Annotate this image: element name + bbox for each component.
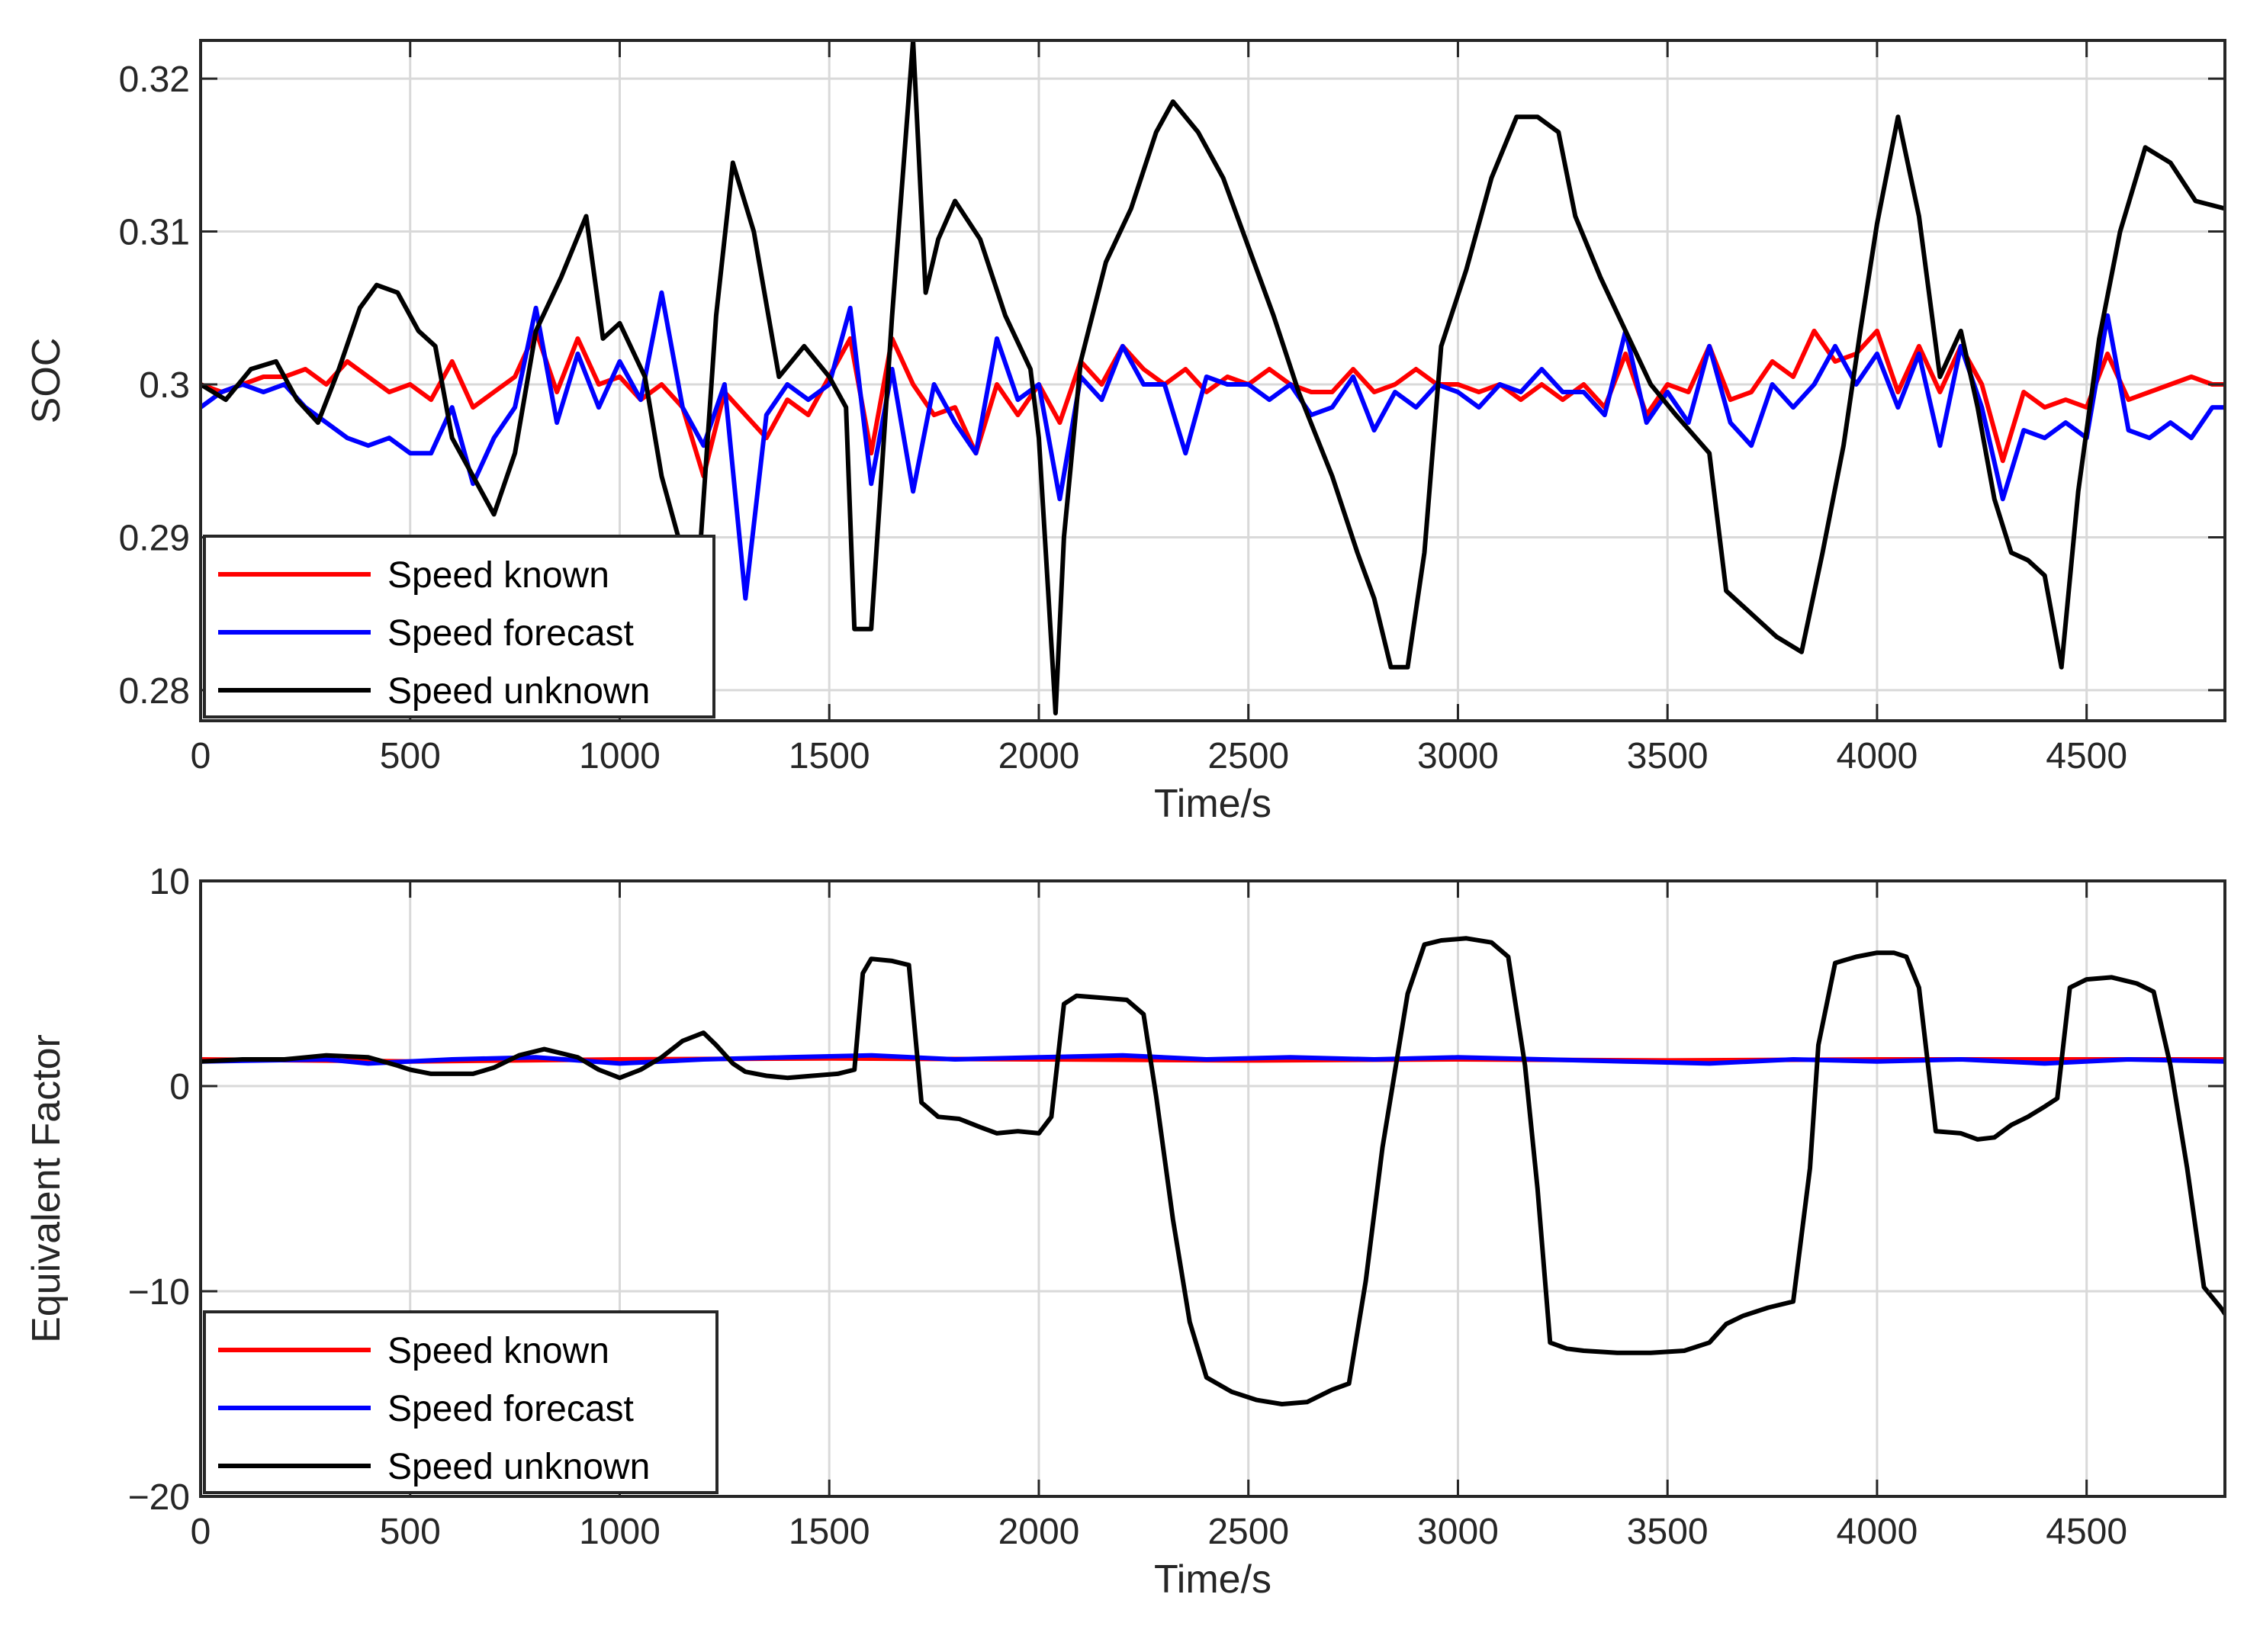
axes-box bbox=[199, 879, 2226, 1498]
x-tick-label: 4000 bbox=[1837, 736, 1918, 776]
x-tick-label: 0 bbox=[191, 736, 211, 776]
y-tick-label: 0.32 bbox=[119, 59, 190, 100]
series-line-speed-unknown bbox=[201, 40, 2225, 715]
x-axis-label: Time/s bbox=[1154, 782, 1271, 826]
legend-box bbox=[203, 535, 715, 718]
legend-label: Speed known bbox=[387, 1331, 609, 1371]
x-tick-label: 1000 bbox=[579, 736, 661, 776]
legend-label: Speed forecast bbox=[387, 1389, 634, 1429]
legend-label: Speed forecast bbox=[387, 613, 634, 654]
y-tick-label: 0.28 bbox=[119, 671, 190, 712]
series-line-speed-forecast bbox=[201, 1053, 2225, 1066]
chart-panel-2: 0 500 1000 1500 2000 2500 3000 3500 4000 4500 −20 −… bbox=[24, 862, 2226, 1602]
x-tick-label: 2500 bbox=[1207, 736, 1289, 776]
x-tick-label: 3500 bbox=[1627, 1512, 1709, 1552]
y-tick-label: 0.31 bbox=[119, 213, 190, 253]
legend-label: Speed known bbox=[387, 555, 609, 596]
x-tick-label: 1000 bbox=[579, 1512, 661, 1552]
y-axis-label: SOC bbox=[24, 338, 69, 424]
x-tick-label: 3000 bbox=[1417, 736, 1499, 776]
legend-label: Speed unknown bbox=[387, 671, 650, 712]
y-axis-label: Equivalent Factor bbox=[24, 1034, 69, 1343]
legend-box bbox=[203, 1310, 719, 1494]
legend: Speed known Speed forecast Speed unknown bbox=[203, 535, 715, 718]
y-tick-label: −20 bbox=[128, 1477, 190, 1518]
x-tick-label: 500 bbox=[380, 736, 441, 776]
y-tick-label: −10 bbox=[128, 1272, 190, 1313]
x-tick-label: 4500 bbox=[2046, 1512, 2127, 1552]
x-axis-label: Time/s bbox=[1154, 1557, 1271, 1602]
x-tick-label: 1500 bbox=[789, 736, 870, 776]
series-line-speed-known bbox=[201, 328, 2225, 479]
axes-box bbox=[199, 39, 2226, 722]
x-tick-label: 3000 bbox=[1417, 1512, 1499, 1552]
x-tick-label: 2000 bbox=[998, 736, 1080, 776]
x-tick-label: 500 bbox=[380, 1512, 441, 1552]
x-tick-label: 2500 bbox=[1207, 1512, 1289, 1552]
legend: Speed known Speed forecast Speed unknown bbox=[203, 1310, 719, 1494]
series-line-speed-unknown bbox=[201, 936, 2225, 1406]
x-tick-label: 4500 bbox=[2046, 736, 2127, 776]
x-tick-label: 1500 bbox=[789, 1512, 870, 1552]
y-tick-label: 10 bbox=[149, 862, 190, 902]
x-tick-label: 0 bbox=[191, 1512, 211, 1552]
x-tick-label: 4000 bbox=[1837, 1512, 1918, 1552]
x-tick-label: 2000 bbox=[998, 1512, 1080, 1552]
y-tick-label: 0.3 bbox=[139, 365, 190, 406]
series-group bbox=[201, 40, 2225, 715]
chart-panel-1: 0 500 1000 1500 2000 2500 3000 3500 4000 4500 0.28… bbox=[24, 39, 2226, 826]
series-group bbox=[201, 936, 2225, 1406]
x-tick-label: 3500 bbox=[1627, 736, 1709, 776]
y-tick-label: 0 bbox=[169, 1067, 190, 1107]
y-tick-label: 0.29 bbox=[119, 518, 190, 558]
legend-label: Speed unknown bbox=[387, 1447, 650, 1487]
